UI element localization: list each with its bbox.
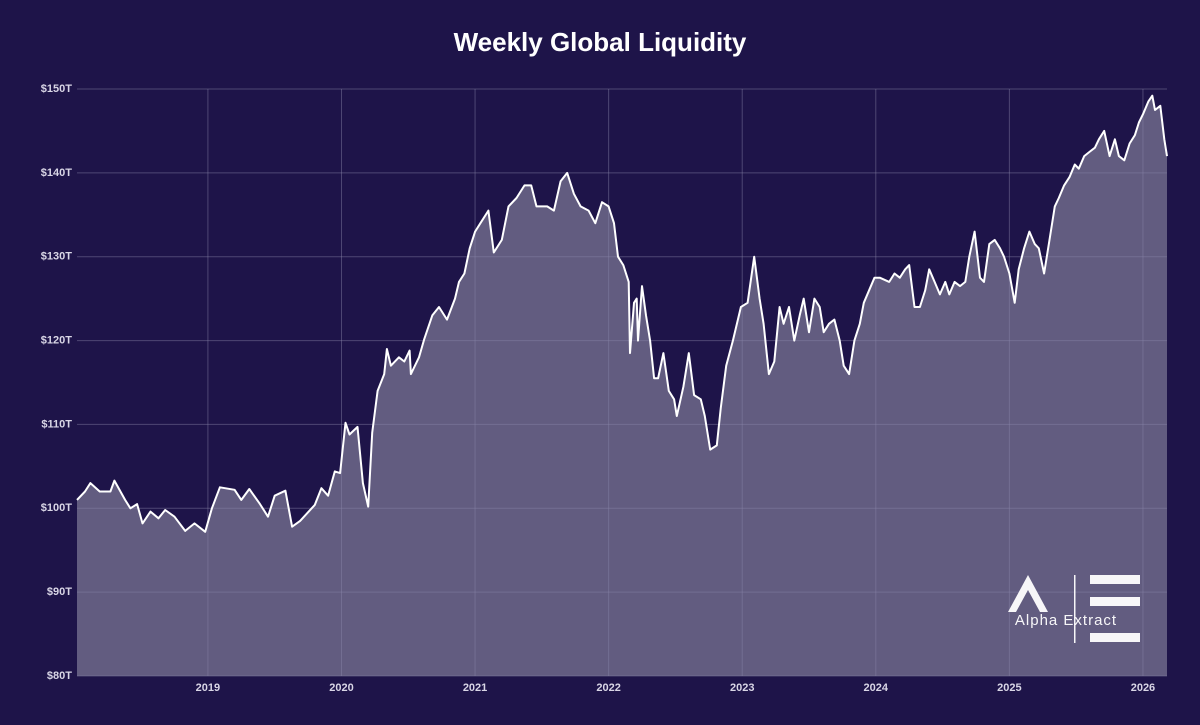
logo-letter-a	[1008, 575, 1048, 612]
y-tick-label: $120T	[41, 334, 72, 346]
y-tick-label: $140T	[41, 167, 72, 179]
logo-divider	[1074, 575, 1076, 643]
y-tick-label: $80T	[47, 670, 72, 682]
logo-letter-e-bottom	[1090, 633, 1140, 642]
logo: Alpha Extract	[1008, 575, 1140, 643]
watermark-text: Alpha Extract	[1015, 612, 1117, 629]
x-tick-label: 2020	[329, 682, 353, 694]
chart-title: Weekly Global Liquidity	[454, 27, 747, 57]
y-tick-label: $90T	[47, 586, 72, 598]
plot-area: $80T $90T $100T $110T $120T $130T $140T $150T 20…	[41, 83, 1168, 694]
y-tick-label: $130T	[41, 251, 72, 263]
x-tick-label: 2021	[463, 682, 487, 694]
area-fill	[77, 95, 1167, 676]
y-tick-label: $150T	[41, 83, 72, 95]
logo-letter-e-mid	[1090, 597, 1140, 606]
y-tick-label: $110T	[41, 418, 72, 430]
x-tick-label: 2019	[196, 682, 220, 694]
logo-letter-e-top	[1090, 575, 1140, 584]
line	[76, 94, 1168, 533]
x-tick-label: 2026	[1131, 682, 1155, 694]
x-tick-label: 2024	[864, 682, 889, 694]
x-tick-label: 2025	[997, 682, 1021, 694]
y-tick-label: $100T	[41, 502, 72, 514]
x-tick-label: 2023	[730, 682, 754, 694]
x-tick-label: 2022	[596, 682, 620, 694]
